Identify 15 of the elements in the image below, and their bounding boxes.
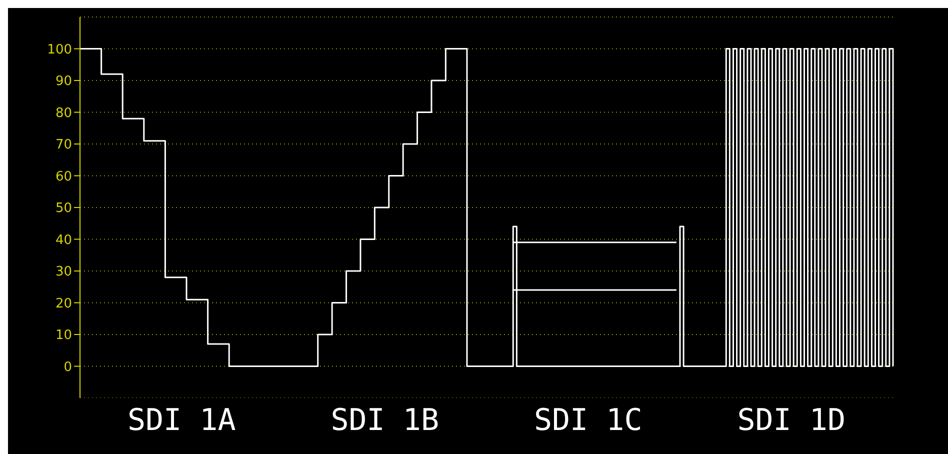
y-tick-label: 70	[55, 138, 72, 153]
y-tick-label: 60	[55, 169, 72, 184]
text: SDI 1C	[532, 403, 644, 438]
text: SDI 1D	[736, 403, 847, 438]
text: SDI 1A	[126, 403, 237, 438]
y-tick-label: 30	[55, 264, 72, 280]
y-tick-label: 100	[47, 42, 72, 58]
y-tick-label: 90	[55, 74, 72, 90]
y-tick-label: 10	[55, 328, 72, 344]
y-tick-label: 80	[55, 106, 72, 121]
y-tick-label: 20	[55, 296, 72, 312]
y-tick-label: 50	[55, 201, 72, 216]
y-tick-label: 0	[64, 360, 72, 375]
y-tick-label: 40	[55, 232, 72, 248]
text: SDI 1B	[330, 403, 440, 438]
